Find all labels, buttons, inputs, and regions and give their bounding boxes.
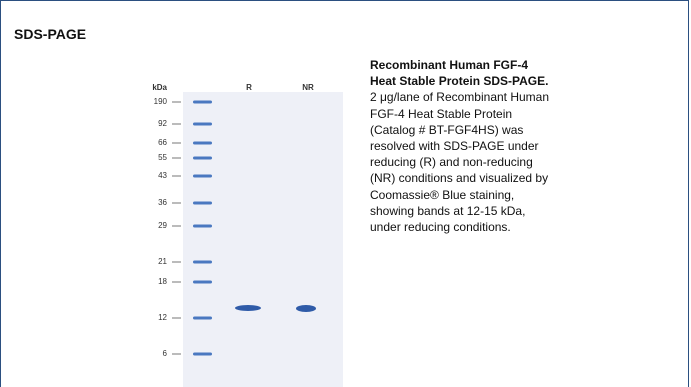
marker-label: 36 <box>158 198 167 207</box>
caption-title: Heat Stable Protein SDS-PAGE. <box>370 73 549 89</box>
ladder-band <box>193 175 212 178</box>
lane-label: NR <box>302 83 314 92</box>
marker-label: 21 <box>158 257 167 266</box>
marker-label: 55 <box>158 153 167 162</box>
marker-label: 43 <box>158 171 167 180</box>
protein-band <box>235 305 261 311</box>
caption-text: 2 μg/lane of Recombinant Human <box>370 89 549 105</box>
unit-label: kDa <box>152 83 167 92</box>
lane-label: R <box>246 83 252 92</box>
ladder-band <box>193 317 212 320</box>
ladder-band <box>193 261 212 264</box>
ladder-band <box>193 157 212 160</box>
marker-label: 66 <box>158 138 167 147</box>
ladder-band <box>193 101 212 104</box>
caption-text: resolved with SDS-PAGE under <box>370 138 549 154</box>
gel-background <box>183 92 343 387</box>
protein-band <box>296 305 316 312</box>
ladder-band <box>193 202 212 205</box>
gel-figure: kDa R NR 190 92 66 55 43 36 29 21 18 12 6 <box>0 0 691 387</box>
caption-text: (Catalog # BT-FGF4HS) was <box>370 122 549 138</box>
caption-text: (NR) conditions and visualized by <box>370 170 549 186</box>
caption-text: showing bands at 12-15 kDa, <box>370 203 549 219</box>
caption-text: FGF-4 Heat Stable Protein <box>370 106 549 122</box>
caption-text: under reducing conditions. <box>370 219 549 235</box>
marker-label: 18 <box>158 277 167 286</box>
ladder-band <box>193 281 212 284</box>
marker-label: 190 <box>154 97 168 106</box>
marker-label: 92 <box>158 119 167 128</box>
caption-text: Coomassie® Blue staining, <box>370 187 549 203</box>
caption-text: reducing (R) and non-reducing <box>370 154 549 170</box>
ladder-band <box>193 123 212 126</box>
ladder-band <box>193 225 212 228</box>
page: SDS-PAGE kDa R NR 1909266554336292118126… <box>0 0 691 387</box>
caption-title: Recombinant Human FGF-4 <box>370 57 549 73</box>
ladder-band <box>193 142 212 145</box>
marker-label: 12 <box>158 313 167 322</box>
marker-label: 6 <box>163 349 168 358</box>
marker-label: 29 <box>158 221 167 230</box>
ladder-band <box>193 353 212 356</box>
